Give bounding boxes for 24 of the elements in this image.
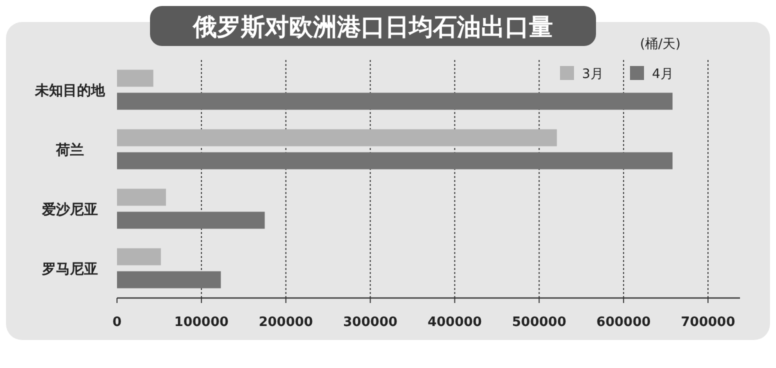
x-tick-label: 300000 bbox=[343, 315, 398, 330]
y-tick-label: 荷兰 bbox=[55, 141, 84, 158]
bar bbox=[117, 188, 166, 206]
bar bbox=[117, 70, 154, 87]
text: (桶/天) bbox=[640, 37, 681, 52]
x-tick-label: 0 bbox=[112, 315, 122, 330]
x-tick-label: 400000 bbox=[428, 315, 482, 330]
y-tick-label: 爱沙尼亚 bbox=[41, 200, 98, 218]
x-tick-label: 100000 bbox=[174, 315, 229, 330]
y-tick-label: 未知目的地 bbox=[34, 82, 106, 99]
x-tick-label: 500000 bbox=[512, 315, 566, 330]
bar bbox=[117, 152, 673, 170]
x-tick-label: 700000 bbox=[680, 315, 736, 330]
x-tick-label: 600000 bbox=[596, 315, 651, 330]
y-tick-label: 罗马尼亚 bbox=[41, 261, 98, 278]
legend-label: 4月 bbox=[652, 67, 674, 82]
bar bbox=[117, 92, 673, 110]
bar bbox=[117, 271, 221, 288]
bar bbox=[117, 248, 161, 266]
bar bbox=[117, 212, 265, 229]
bar bbox=[117, 129, 557, 146]
legend-label: 3月 bbox=[582, 67, 604, 82]
x-tick-label: 200000 bbox=[258, 315, 313, 330]
chart-title: 俄罗斯对欧洲港口日均石油出口量 bbox=[192, 13, 553, 41]
